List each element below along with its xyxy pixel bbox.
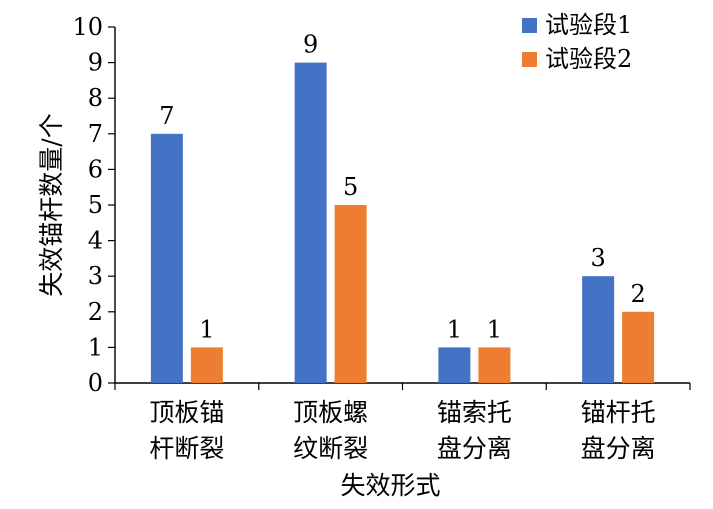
- bar-2-2: [334, 205, 367, 383]
- data-label: 2: [630, 280, 645, 308]
- bar-1-2: [294, 62, 327, 383]
- bar-2-4: [622, 311, 655, 383]
- data-label: 1: [199, 315, 214, 343]
- legend-label-2: 试验段2: [545, 45, 632, 73]
- y-tick-label: 9: [88, 49, 103, 77]
- x-tick-label: 顶板螺: [293, 398, 368, 427]
- x-tick-label: 纹断裂: [293, 434, 368, 463]
- data-label: 1: [487, 315, 502, 343]
- y-axis-title: 失效锚杆数量/个: [37, 113, 66, 296]
- legend-swatch-2: [522, 52, 537, 67]
- y-tick-label: 7: [88, 120, 103, 148]
- bar-2-3: [478, 347, 511, 383]
- y-tick-label: 1: [88, 333, 103, 361]
- x-tick-label: 锚索托: [437, 398, 512, 427]
- data-label: 5: [343, 173, 358, 201]
- legend-label-1: 试验段1: [545, 11, 632, 39]
- x-tick-label: 杆断裂: [149, 434, 224, 463]
- x-axis-title: 失效形式: [340, 471, 440, 500]
- x-tick-label: 盘分离: [581, 434, 656, 463]
- bar-1-4: [582, 276, 615, 383]
- y-tick-label: 5: [88, 191, 103, 219]
- data-label: 1: [447, 315, 462, 343]
- y-tick-label: 2: [88, 298, 103, 326]
- y-tick-label: 4: [88, 227, 103, 255]
- bar-1-1: [150, 133, 183, 383]
- y-tick-label: 8: [88, 84, 103, 112]
- bar-2-1: [190, 347, 223, 383]
- data-label: 3: [590, 244, 605, 272]
- y-tick-label: 6: [88, 155, 103, 183]
- data-label: 9: [303, 31, 318, 59]
- x-tick-label: 盘分离: [437, 434, 512, 463]
- x-tick-label: 锚杆托: [581, 398, 656, 427]
- y-tick-label: 3: [88, 262, 103, 290]
- legend-swatch-1: [522, 18, 537, 33]
- data-label: 7: [159, 102, 174, 130]
- y-tick-label: 10: [72, 13, 103, 41]
- x-tick-label: 顶板锚: [149, 398, 224, 427]
- bar-1-3: [438, 347, 471, 383]
- y-tick-label: 0: [88, 369, 103, 397]
